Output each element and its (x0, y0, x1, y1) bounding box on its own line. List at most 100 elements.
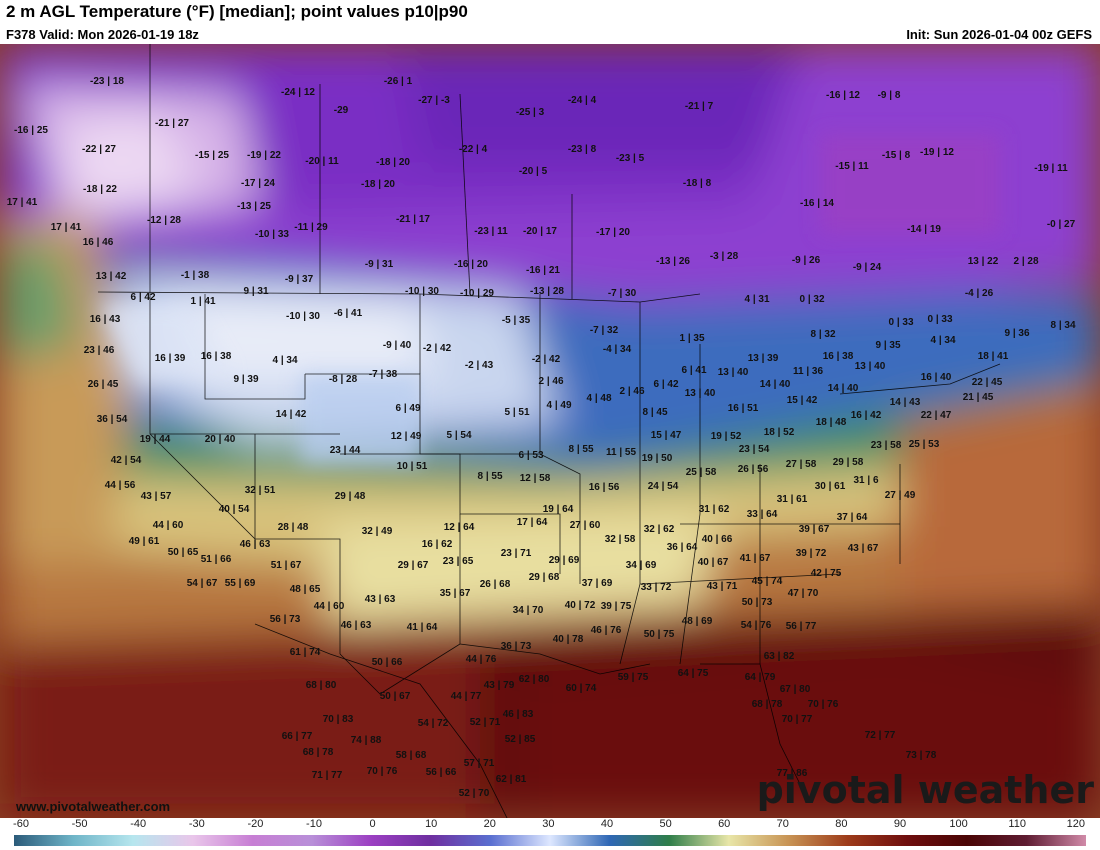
point-value: -15 | 11 (835, 161, 869, 172)
point-value: 6 | 42 (653, 379, 679, 390)
point-value: 23 | 65 (442, 556, 474, 567)
point-value: -0 | 27 (1046, 219, 1076, 230)
point-value: 34 | 69 (625, 560, 657, 571)
point-value: 2 | 28 (1013, 256, 1039, 267)
point-value: 14 | 42 (275, 409, 307, 420)
point-value: 34 | 70 (512, 605, 544, 616)
point-value: -7 | 30 (607, 288, 637, 299)
point-value: 14 | 40 (827, 383, 859, 394)
point-value: -2 | 42 (422, 343, 452, 354)
point-value: 50 | 75 (643, 629, 675, 640)
point-value: 18 | 41 (977, 351, 1009, 362)
colorbar-tick-label: 0 (369, 818, 376, 830)
point-value: 61 | 74 (289, 647, 321, 658)
point-value: 9 | 36 (1004, 328, 1030, 339)
point-value: 64 | 79 (744, 672, 776, 683)
point-value: 37 | 64 (836, 512, 868, 523)
point-value: -6 | 41 (333, 308, 363, 319)
point-value: -20 | 5 (518, 166, 548, 177)
point-value: 54 | 76 (740, 620, 772, 631)
point-value: 32 | 51 (244, 485, 276, 496)
point-value: 42 | 75 (810, 568, 842, 579)
point-value: 16 | 62 (421, 539, 453, 550)
point-value: 25 | 53 (908, 439, 940, 450)
point-value: -16 | 14 (800, 198, 834, 209)
point-value: 1 | 35 (679, 333, 705, 344)
point-value: -18 | 22 (83, 184, 117, 195)
point-value: 16 | 38 (822, 351, 854, 362)
colorbar-gradient (14, 835, 1086, 846)
point-value: 16 | 51 (727, 403, 759, 414)
point-value: 27 | 58 (785, 459, 817, 470)
point-value: 25 | 58 (685, 467, 717, 478)
point-value: 70 | 76 (807, 699, 839, 710)
point-value: 8 | 32 (810, 329, 836, 340)
point-value: 26 | 68 (479, 579, 511, 590)
point-value: 74 | 88 (350, 735, 382, 746)
point-value: 13 | 40 (684, 388, 716, 399)
point-value: 19 | 44 (139, 434, 171, 445)
point-value: 40 | 72 (564, 600, 596, 611)
point-value: 32 | 49 (361, 526, 393, 537)
point-value: 35 | 67 (439, 588, 471, 599)
point-value: 12 | 49 (390, 431, 422, 442)
point-value: -17 | 20 (596, 227, 630, 238)
point-value: -21 | 17 (396, 214, 430, 225)
point-value: 15 | 42 (786, 395, 818, 406)
point-value: 6 | 42 (130, 292, 156, 303)
point-value: 2 | 46 (619, 386, 645, 397)
point-value: 11 | 36 (792, 366, 824, 377)
point-value: -10 | 33 (255, 229, 289, 240)
point-value: 72 | 77 (864, 730, 896, 741)
point-value: 8 | 34 (1050, 320, 1076, 331)
point-value: 33 | 72 (640, 582, 672, 593)
point-value: 27 | 60 (569, 520, 601, 531)
point-value: -18 | 20 (361, 179, 395, 190)
point-value: 23 | 46 (83, 345, 115, 356)
colorbar-tick-label: 50 (659, 818, 672, 830)
point-value: 2 | 46 (538, 376, 564, 387)
point-value: 51 | 67 (270, 560, 302, 571)
colorbar-tick-label: 120 (1066, 818, 1085, 830)
website-label: www.pivotalweather.com (16, 799, 171, 814)
point-value: -27 | -3 (418, 95, 450, 106)
point-value: -21 | 27 (155, 118, 189, 129)
point-value: 58 | 68 (395, 750, 427, 761)
point-value: -22 | 4 (458, 144, 488, 155)
point-value: 30 | 61 (814, 481, 846, 492)
point-value: 40 | 66 (701, 534, 733, 545)
point-value: 23 | 54 (738, 444, 770, 455)
temperature-map[interactable]: -23 | 18 -26 | 1 -24 | 12 -27 | -3 -24 | 4 -2… (0, 44, 1100, 818)
point-value: 36 | 54 (96, 414, 128, 425)
point-value: 39 | 72 (795, 548, 827, 559)
point-value: 50 | 67 (379, 691, 411, 702)
point-value: -3 | 28 (709, 251, 739, 262)
colorbar-tick-label: 70 (776, 818, 789, 830)
point-value: 8 | 55 (477, 471, 503, 482)
point-value: 77 | 86 (776, 768, 808, 779)
point-value: 40 | 67 (697, 557, 729, 568)
point-value: -10 | 30 (286, 311, 320, 322)
point-value: 19 | 50 (641, 453, 673, 464)
point-value: 11 | 55 (605, 447, 637, 458)
point-value: 43 | 71 (706, 581, 738, 592)
point-value: 29 | 67 (397, 560, 429, 571)
point-value: 49 | 61 (128, 536, 160, 547)
point-value: 14 | 43 (889, 397, 921, 408)
point-value: -20 | 17 (523, 226, 557, 237)
point-value: 6 | 49 (395, 403, 421, 414)
point-value: 54 | 72 (417, 718, 449, 729)
point-value: -15 | 8 (881, 150, 911, 161)
point-value: 40 | 78 (552, 634, 584, 645)
point-value: 55 | 69 (224, 578, 256, 589)
point-value: -24 | 12 (281, 87, 315, 98)
point-value: 16 | 42 (850, 410, 882, 421)
point-value: -23 | 11 (474, 226, 508, 237)
point-value: 41 | 64 (406, 622, 438, 633)
point-value: 29 | 68 (528, 572, 560, 583)
point-value: 13 | 40 (854, 361, 886, 372)
valid-time: F378 Valid: Mon 2026-01-19 18z (6, 27, 199, 42)
point-value: 70 | 76 (366, 766, 398, 777)
point-value: 36 | 73 (500, 641, 532, 652)
point-value: 50 | 66 (371, 657, 403, 668)
